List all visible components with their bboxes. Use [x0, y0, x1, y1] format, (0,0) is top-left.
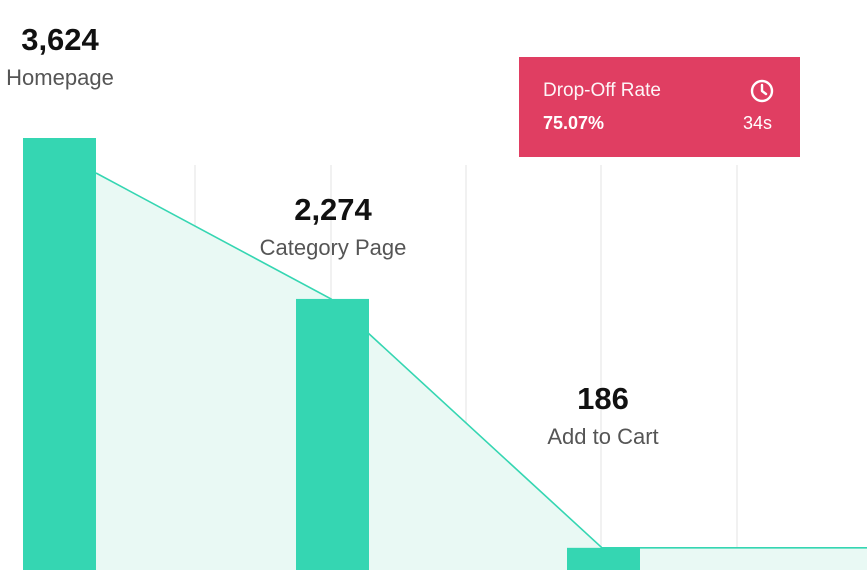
dropoff-time: 34s: [742, 113, 772, 133]
funnel-bar-3: [567, 547, 640, 570]
funnel-bar-1: [23, 138, 96, 570]
stage-label: Category Page: [259, 235, 407, 260]
funnel-connector-line: [95, 172, 867, 549]
dropoff-card: Drop-Off Rate 75.07% 34s: [519, 57, 800, 157]
funnel-bar-2: [296, 298, 369, 570]
funnel-connector-area: [96, 173, 867, 570]
clock-icon: [748, 77, 776, 105]
stage-value: 2,274: [294, 192, 372, 227]
stage-label: Homepage: [6, 65, 114, 90]
dropoff-title: Drop-Off Rate: [543, 80, 661, 101]
dropoff-rate: 75.07%: [543, 113, 605, 133]
stage-label: Add to Cart: [547, 424, 659, 449]
stage-value: 186: [577, 381, 629, 416]
stage-value: 3,624: [21, 22, 99, 57]
